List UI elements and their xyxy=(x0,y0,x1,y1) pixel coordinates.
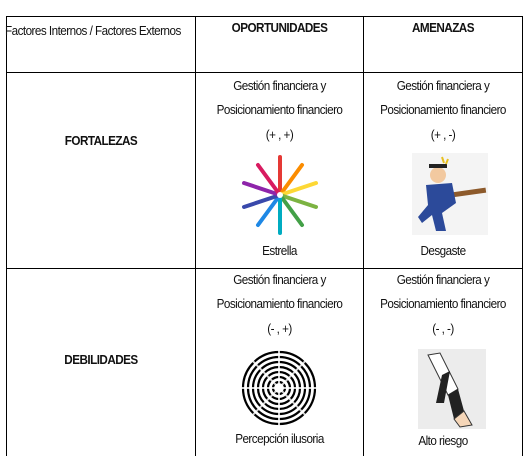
cell-line: Gestión financiera y xyxy=(233,272,326,287)
cell-caption: Percepción ilusoria xyxy=(235,431,324,446)
spiral-icon xyxy=(241,349,317,427)
border xyxy=(6,16,7,456)
hands-icon xyxy=(418,349,486,429)
border xyxy=(6,16,523,17)
cell-line: Posicionamiento financiero xyxy=(216,102,343,117)
border xyxy=(195,16,196,456)
cell-line: Posicionamiento financiero xyxy=(380,102,506,117)
cell-line: Posicionamiento financiero xyxy=(380,296,506,311)
cell-caption: Estrella xyxy=(262,243,297,258)
cell-caption: Alto riesgo xyxy=(418,433,468,448)
cell-line: Gestión financiera y xyxy=(233,78,326,93)
row-label: DEBILIDADES xyxy=(64,352,138,367)
border xyxy=(363,16,364,456)
cell-line: Gestión financiera y xyxy=(396,272,490,287)
cell-line: (- , +) xyxy=(267,321,292,336)
worker-icon xyxy=(412,153,488,235)
header-cell: AMENAZAS xyxy=(412,20,475,35)
border xyxy=(6,268,523,269)
star-icon xyxy=(242,155,318,235)
border xyxy=(522,16,523,456)
cell-line: (+ , +) xyxy=(265,127,294,142)
cell-line: (- , -) xyxy=(432,321,454,336)
border xyxy=(6,72,523,73)
cell-caption: Desgaste xyxy=(420,243,466,258)
header-cell: OPORTUNIDADES xyxy=(231,20,328,35)
header-cell: Factores Internos / Factores Externos xyxy=(5,23,181,38)
cell-line: Posicionamiento financiero xyxy=(216,296,343,311)
cell-line: (+ , -) xyxy=(430,127,456,142)
cell-line: Gestión financiera y xyxy=(396,78,490,93)
row-label: FORTALEZAS xyxy=(64,133,138,148)
